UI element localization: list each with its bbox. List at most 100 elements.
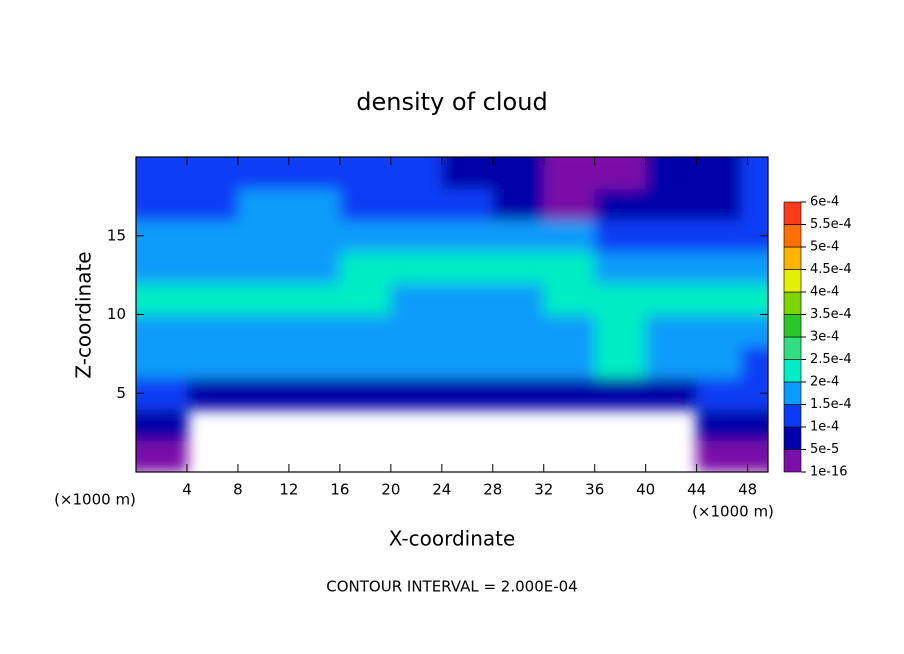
field-cell (492, 377, 545, 410)
colorbar-swatch (783, 404, 802, 428)
field-cell (136, 157, 188, 189)
field-cell (543, 346, 596, 378)
x-tick-label: 40 (636, 481, 655, 499)
field-cell (136, 188, 188, 221)
field-cell (390, 157, 443, 189)
field-cell (492, 220, 545, 252)
field-cell (186, 283, 239, 315)
field-cell (441, 283, 494, 315)
field-cell (237, 314, 290, 347)
colorbar-swatch (783, 224, 802, 248)
y-tick-label: 15 (107, 226, 126, 244)
field-cell (441, 220, 494, 252)
colorbar-label: 3.5e-4 (810, 307, 852, 322)
field-cell (492, 346, 545, 378)
field-cell (696, 409, 742, 441)
field-cell (390, 346, 443, 378)
field-cell (288, 346, 341, 378)
field-cell (441, 157, 494, 189)
field-cell (696, 251, 742, 284)
field-cell (492, 251, 545, 284)
y-unit: (×1000 m) (54, 491, 136, 509)
field-cell (741, 251, 768, 284)
field-cell (741, 314, 768, 347)
field-cell (645, 377, 698, 410)
field-cell (543, 251, 596, 284)
colorbar-swatch (783, 291, 802, 315)
colorbar-swatch (783, 336, 802, 360)
colorbar-label: 6e-4 (810, 195, 839, 210)
field-cell (339, 188, 392, 221)
field-cell (339, 314, 392, 347)
field-cell (136, 314, 188, 347)
field-cell (645, 346, 698, 378)
x-tick-label: 8 (233, 481, 243, 499)
colorbar-label: 5e-4 (810, 240, 839, 255)
x-tick-label: 12 (279, 481, 298, 499)
field-cell (288, 251, 341, 284)
field-cell (339, 251, 392, 284)
field-cell (696, 314, 742, 347)
field-cell (741, 157, 768, 189)
field-cell (696, 188, 742, 221)
x-unit: (×1000 m) (692, 503, 774, 521)
colorbar-label: 1e-16 (810, 465, 848, 480)
field-cell (645, 314, 698, 347)
field-cell (390, 220, 443, 252)
field-cell (390, 377, 443, 410)
field-cell (696, 377, 742, 410)
field-cell (594, 314, 647, 347)
field-cell (594, 283, 647, 315)
colorbar-label: 5.5e-4 (810, 217, 852, 232)
y-axis-label: Z-coordinate (72, 251, 96, 378)
field-cell (645, 251, 698, 284)
field-cell (594, 188, 647, 221)
field-cell (543, 157, 596, 189)
y-tick-label: 10 (107, 305, 126, 323)
field-cell (696, 440, 742, 472)
field-cell (543, 188, 596, 221)
field-cell (741, 409, 768, 441)
field-cell (645, 283, 698, 315)
field-cell (441, 377, 494, 410)
field-cell (741, 440, 768, 472)
field-cell (186, 251, 239, 284)
colorbar-swatch (783, 449, 802, 473)
field-cell (136, 377, 188, 410)
field-cell (696, 157, 742, 189)
x-tick-label: 4 (182, 481, 192, 499)
field-cell (441, 251, 494, 284)
field-cell (136, 409, 188, 441)
x-tick-label: 24 (432, 481, 451, 499)
colorbar-swatch (783, 269, 802, 293)
field-cell (339, 346, 392, 378)
colorbar-label: 1.5e-4 (810, 397, 852, 412)
field-cell (237, 220, 290, 252)
field-cell (645, 220, 698, 252)
x-tick-label: 28 (483, 481, 502, 499)
field-cell (339, 157, 392, 189)
field-cell (741, 188, 768, 221)
colorbar-swatch (783, 359, 802, 383)
colorbar-label: 5e-5 (810, 442, 839, 457)
field-cell (237, 188, 290, 221)
field-cell (594, 346, 647, 378)
field-cell (543, 283, 596, 315)
field-cell (288, 157, 341, 189)
field-cell (441, 314, 494, 347)
field-cell (492, 283, 545, 315)
field-cell (492, 157, 545, 189)
field-cell (237, 283, 290, 315)
field-cell (288, 188, 341, 221)
colorbar-label: 4.5e-4 (810, 262, 852, 277)
field-cell (441, 346, 494, 378)
field-cell (390, 314, 443, 347)
field (136, 157, 768, 472)
field-cell (136, 283, 188, 315)
field-cell (136, 251, 188, 284)
field-cell (237, 157, 290, 189)
field-cell (136, 440, 188, 472)
field-cell (543, 220, 596, 252)
field-cell (543, 377, 596, 410)
field-cell (288, 283, 341, 315)
